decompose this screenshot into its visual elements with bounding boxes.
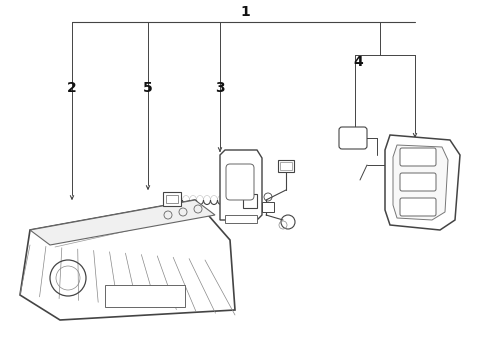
Bar — [166, 195, 178, 203]
Text: 2: 2 — [67, 81, 77, 95]
FancyBboxPatch shape — [400, 198, 436, 216]
FancyBboxPatch shape — [226, 164, 254, 200]
Polygon shape — [393, 145, 448, 220]
Text: 3: 3 — [215, 81, 225, 95]
FancyBboxPatch shape — [400, 173, 436, 191]
Text: 1: 1 — [240, 5, 250, 19]
Bar — [262, 202, 274, 212]
Bar — [243, 194, 257, 208]
FancyBboxPatch shape — [400, 148, 436, 166]
Polygon shape — [385, 135, 460, 230]
Polygon shape — [30, 200, 215, 245]
Text: 5: 5 — [143, 81, 153, 95]
Text: 4: 4 — [353, 55, 363, 69]
Polygon shape — [20, 200, 235, 320]
Bar — [225, 215, 257, 223]
Bar — [163, 192, 181, 206]
Bar — [280, 162, 292, 170]
Bar — [105, 285, 185, 307]
FancyBboxPatch shape — [339, 127, 367, 149]
Polygon shape — [220, 150, 262, 220]
Bar — [278, 160, 294, 172]
